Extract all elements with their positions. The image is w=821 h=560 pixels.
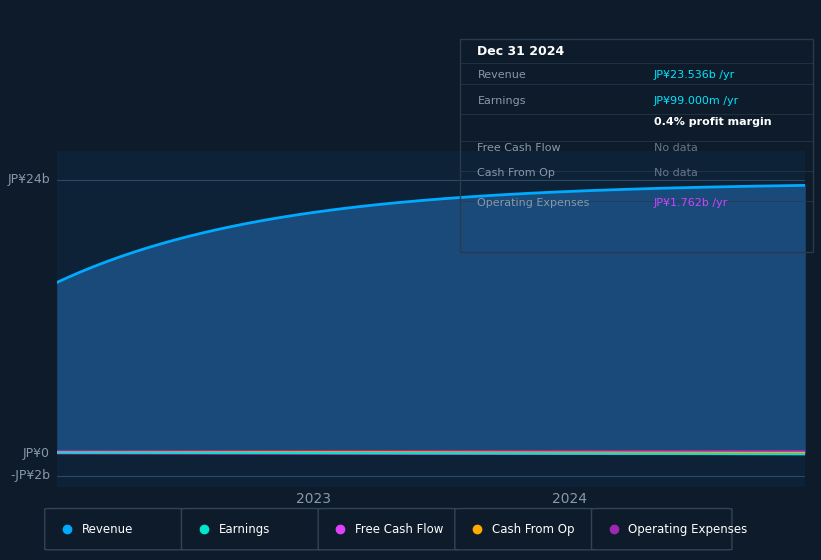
Text: Dec 31 2024: Dec 31 2024 bbox=[478, 45, 565, 58]
Text: Earnings: Earnings bbox=[478, 96, 526, 106]
Text: Earnings: Earnings bbox=[218, 522, 270, 536]
Text: Operating Expenses: Operating Expenses bbox=[629, 522, 748, 536]
Text: Revenue: Revenue bbox=[478, 71, 526, 81]
Text: JP¥23.536b /yr: JP¥23.536b /yr bbox=[654, 71, 735, 81]
FancyBboxPatch shape bbox=[319, 508, 458, 550]
Text: Free Cash Flow: Free Cash Flow bbox=[355, 522, 443, 536]
Text: No data: No data bbox=[654, 143, 698, 153]
Text: JP¥1.762b /yr: JP¥1.762b /yr bbox=[654, 198, 728, 208]
Text: No data: No data bbox=[654, 168, 698, 178]
FancyBboxPatch shape bbox=[455, 508, 595, 550]
FancyBboxPatch shape bbox=[45, 508, 186, 550]
Text: JP¥0: JP¥0 bbox=[23, 446, 50, 460]
Text: Free Cash Flow: Free Cash Flow bbox=[478, 143, 561, 153]
Text: Revenue: Revenue bbox=[82, 522, 133, 536]
Text: Cash From Op: Cash From Op bbox=[478, 168, 555, 178]
Text: 0.4% profit margin: 0.4% profit margin bbox=[654, 117, 772, 127]
FancyBboxPatch shape bbox=[181, 508, 322, 550]
Text: -JP¥2b: -JP¥2b bbox=[10, 469, 50, 482]
Text: JP¥99.000m /yr: JP¥99.000m /yr bbox=[654, 96, 739, 106]
Text: Cash From Op: Cash From Op bbox=[492, 522, 574, 536]
FancyBboxPatch shape bbox=[591, 508, 732, 550]
Text: Operating Expenses: Operating Expenses bbox=[478, 198, 589, 208]
Text: JP¥24b: JP¥24b bbox=[7, 173, 50, 186]
